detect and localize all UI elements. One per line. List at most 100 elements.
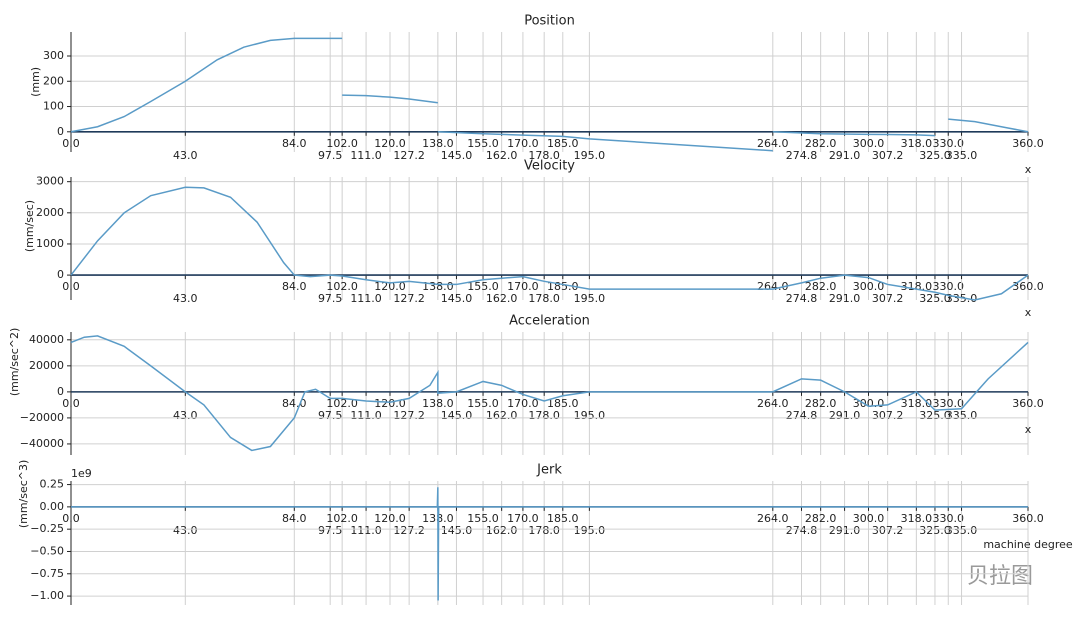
x-tick-label: 102.0 xyxy=(326,397,358,410)
y-tick-label: 0 xyxy=(57,125,64,138)
x-axis-label: x xyxy=(1025,306,1032,319)
x-tick-label: 195.0 xyxy=(574,292,606,305)
x-tick-label: 325.0 xyxy=(919,409,951,422)
x-tick-label: 264.0 xyxy=(757,397,789,410)
watermark: 贝拉图 xyxy=(967,564,1033,589)
y-axis-label: (mm) xyxy=(29,67,42,97)
x-tick-label: 282.0 xyxy=(805,137,837,150)
x-tick-label: 300.0 xyxy=(853,512,885,525)
y-tick-label: 100 xyxy=(43,100,64,113)
x-axis-label: machine degree xyxy=(983,538,1073,551)
chart-title: Velocity xyxy=(524,159,575,174)
x-tick-label: 145.0 xyxy=(441,149,473,162)
x-tick-label: 325.0 xyxy=(919,149,951,162)
x-tick-label: 185.0 xyxy=(547,397,579,410)
x-tick-label: 307.2 xyxy=(872,524,904,537)
y-tick-label: 40000 xyxy=(29,333,64,346)
x-tick-label: 127.2 xyxy=(393,524,425,537)
y-tick-label: 0.00 xyxy=(40,500,65,513)
y-tick-label: 200 xyxy=(43,74,64,87)
offset-label: 1e9 xyxy=(71,467,92,480)
x-tick-label: 145.0 xyxy=(441,409,473,422)
y-axis-label: (mm/sec^3) xyxy=(17,460,30,528)
x-tick-label: 300.0 xyxy=(853,137,885,150)
x-tick-label: 335.0 xyxy=(946,292,978,305)
x-tick-label: 325.0 xyxy=(919,292,951,305)
x-tick-label: 325.0 xyxy=(919,524,951,537)
x-tick-label: 335.0 xyxy=(946,409,978,422)
x-tick-label: 282.0 xyxy=(805,512,837,525)
x-tick-label: 120.0 xyxy=(374,137,406,150)
x-tick-label: 195.0 xyxy=(574,149,606,162)
y-tick-label: −1.00 xyxy=(30,589,64,602)
x-tick-label: 282.0 xyxy=(805,280,837,293)
x-tick-label: 274.8 xyxy=(786,524,818,537)
x-tick-label: 360.0 xyxy=(1012,512,1044,525)
x-tick-label: 335.0 xyxy=(946,524,978,537)
y-tick-label: −0.50 xyxy=(30,544,64,557)
x-tick-label: 291.0 xyxy=(829,149,861,162)
x-tick-label: 127.2 xyxy=(393,292,425,305)
x-tick-label: 155.0 xyxy=(467,137,499,150)
x-tick-label: 43.0 xyxy=(173,524,198,537)
x-tick-label: 330.0 xyxy=(933,137,965,150)
x-tick-label: 145.0 xyxy=(441,524,473,537)
x-tick-label: 307.2 xyxy=(872,149,904,162)
x-tick-label: 170.0 xyxy=(507,137,539,150)
y-tick-label: 0 xyxy=(57,268,64,281)
data-line xyxy=(70,335,1029,452)
x-axis-label: x xyxy=(1025,423,1032,436)
x-tick-label: 264.0 xyxy=(757,137,789,150)
x-tick-label: 162.0 xyxy=(486,292,518,305)
x-tick-label: 97.5 xyxy=(318,524,343,537)
x-tick-label: 291.0 xyxy=(829,524,861,537)
y-tick-label: 0 xyxy=(57,385,64,398)
x-tick-label: 155.0 xyxy=(467,512,499,525)
x-tick-label: 360.0 xyxy=(1012,280,1044,293)
y-tick-label: −0.25 xyxy=(30,522,64,535)
x-tick-label: 170.0 xyxy=(507,397,539,410)
x-tick-label: 111.0 xyxy=(350,292,382,305)
x-tick-label: 138.0 xyxy=(422,137,454,150)
x-tick-label: 274.8 xyxy=(786,409,818,422)
y-tick-label: −20000 xyxy=(20,411,64,424)
x-tick-label: 300.0 xyxy=(853,397,885,410)
x-tick-label: 300.0 xyxy=(853,280,885,293)
y-tick-label: 20000 xyxy=(29,359,64,372)
x-tick-label: 291.0 xyxy=(829,409,861,422)
x-tick-label: 111.0 xyxy=(350,149,382,162)
y-axis-label: (mm/sec) xyxy=(23,200,36,252)
x-tick-label: 162.0 xyxy=(486,409,518,422)
x-tick-label: 111.0 xyxy=(350,409,382,422)
x-tick-label: 360.0 xyxy=(1012,137,1044,150)
x-tick-label: 43.0 xyxy=(173,149,198,162)
x-tick-label: 318.0 xyxy=(901,512,933,525)
x-tick-label: 178.0 xyxy=(528,149,560,162)
x-tick-label: 127.2 xyxy=(393,149,425,162)
y-tick-label: 300 xyxy=(43,49,64,62)
x-tick-label: 360.0 xyxy=(1012,397,1044,410)
chart-title: Jerk xyxy=(536,463,562,478)
y-tick-label: −40000 xyxy=(20,437,64,450)
x-tick-label: 330.0 xyxy=(933,280,965,293)
data-line xyxy=(71,487,1028,601)
x-tick-label: 195.0 xyxy=(574,409,606,422)
x-tick-label: 84.0 xyxy=(282,137,307,150)
x-tick-label: 120.0 xyxy=(374,280,406,293)
y-tick-label: 3000 xyxy=(36,175,64,188)
x-tick-label: 145.0 xyxy=(441,292,473,305)
x-tick-label: 97.5 xyxy=(318,409,343,422)
x-tick-label: 330.0 xyxy=(933,512,965,525)
x-tick-label: 291.0 xyxy=(829,292,861,305)
y-tick-label: −0.75 xyxy=(30,567,64,580)
data-line xyxy=(70,186,1029,301)
x-tick-label: 102.0 xyxy=(326,512,358,525)
x-tick-label: 84.0 xyxy=(282,397,307,410)
x-tick-label: 43.0 xyxy=(173,409,198,422)
x-tick-label: 307.2 xyxy=(872,409,904,422)
x-tick-label: 170.0 xyxy=(507,512,539,525)
data-line xyxy=(70,37,1029,152)
y-tick-label: 0.25 xyxy=(40,478,65,491)
x-tick-label: 120.0 xyxy=(374,512,406,525)
